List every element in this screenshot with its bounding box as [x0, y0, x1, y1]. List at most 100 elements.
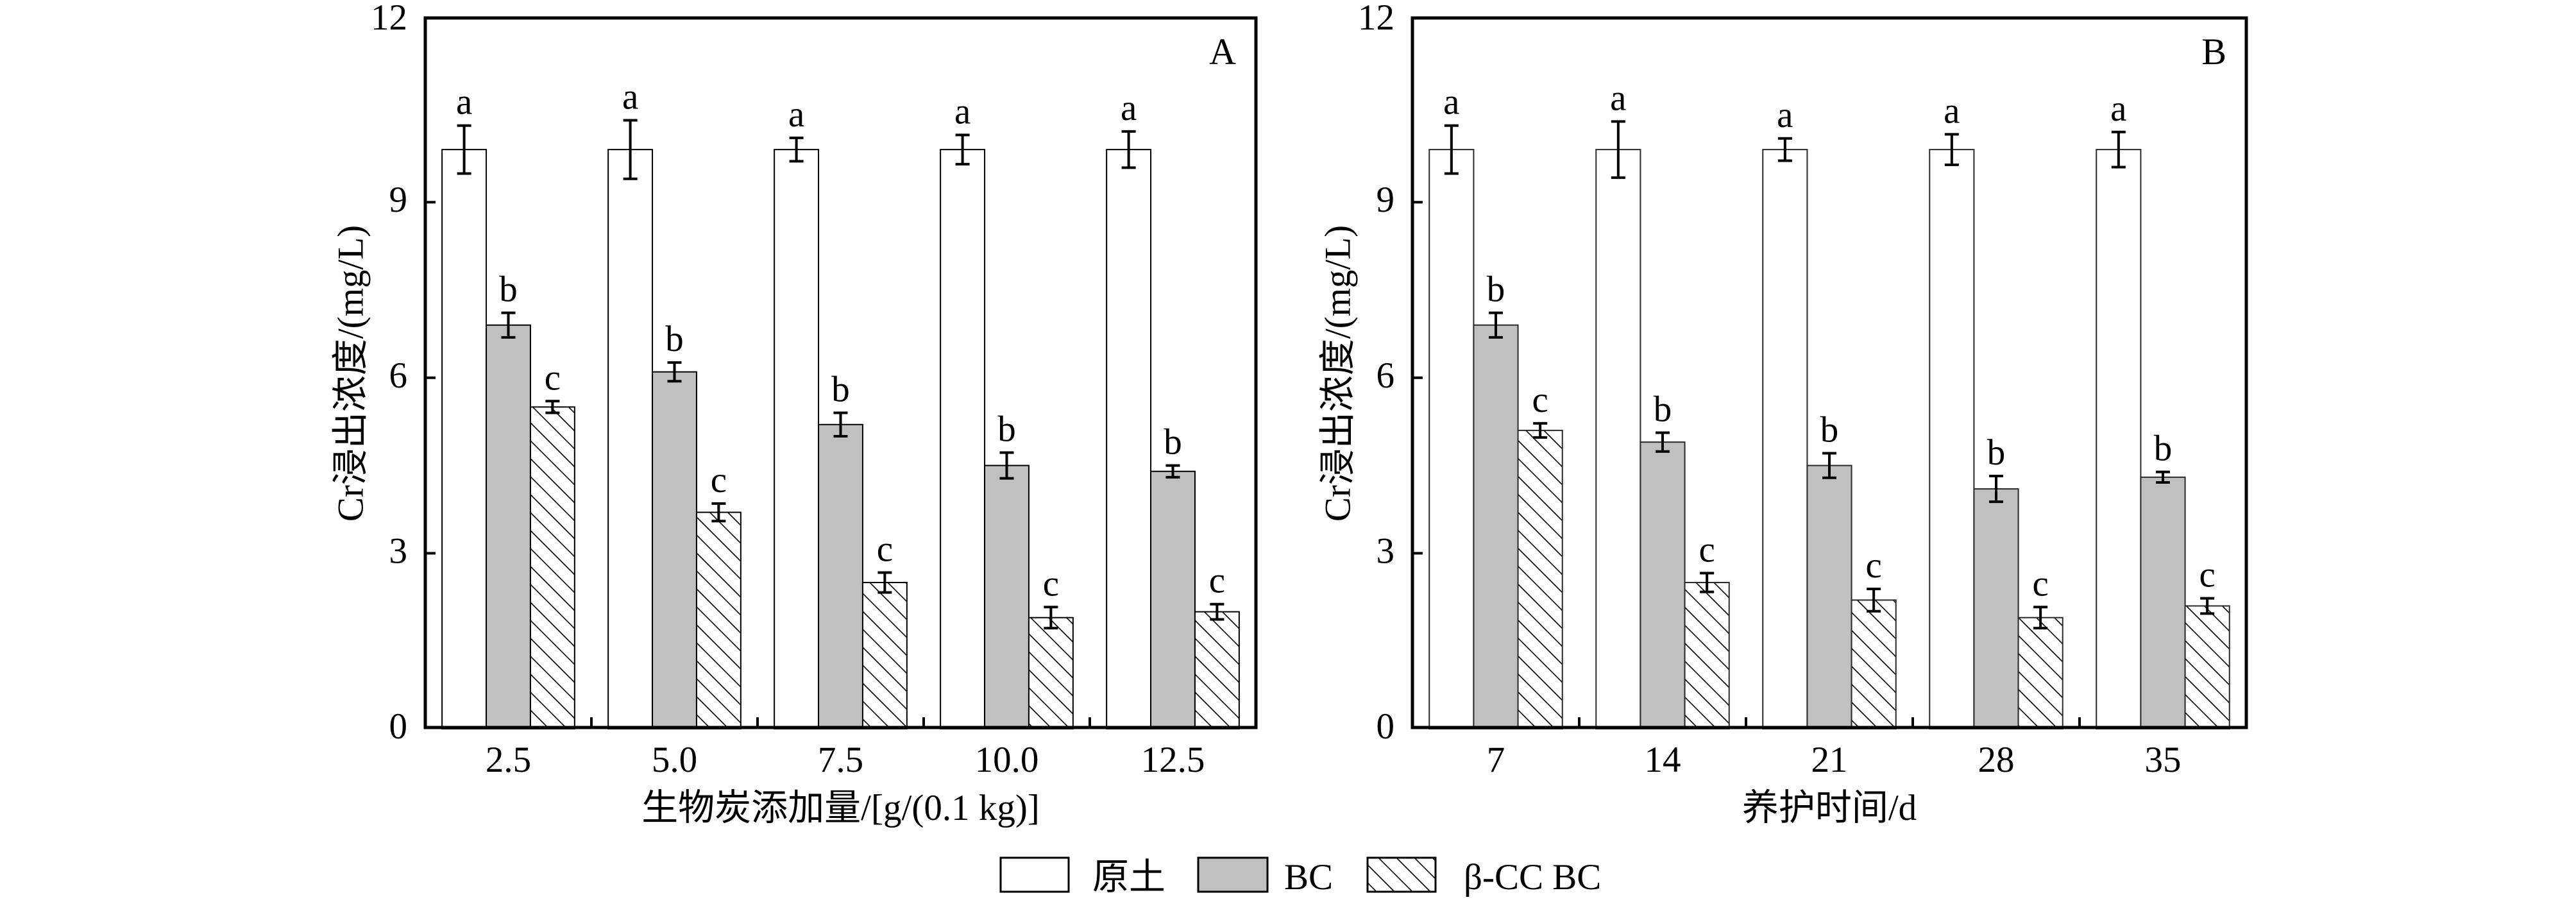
panel-a: a a a a a b b b b b c c c c c 0 3 6 9 12 2.5 5.0 7.5 10.0 12.5 生物… [331, 0, 1258, 828]
error-bar [999, 451, 1014, 480]
bar-bc-7 [1473, 324, 1519, 730]
error-bar [1489, 311, 1503, 339]
error-bar [1867, 588, 1881, 613]
bar-original-soil-5.0 [607, 149, 654, 729]
significance-letter: a [1777, 95, 1793, 135]
bar-bc-10.0 [984, 464, 1030, 729]
significance-letter: a [456, 82, 472, 123]
bar-beta-cc-bc-2.5 [529, 406, 575, 730]
significance-letter: c [1866, 545, 1882, 586]
significance-letter: b [499, 269, 518, 310]
x-axis-title: 养护时间/d [1742, 788, 1917, 828]
series-beta-cc-bc: c c c c c [529, 357, 1240, 730]
bar-beta-cc-bc-7 [1517, 429, 1563, 729]
bar-beta-cc-bc-21 [1851, 599, 1897, 729]
significance-letter: b [665, 319, 684, 359]
significance-letter: c [877, 529, 893, 569]
bar-beta-cc-bc-12.5 [1194, 611, 1240, 729]
plot-frame [423, 16, 1258, 729]
significance-letter: b [1820, 409, 1839, 450]
bar-bc-21 [1806, 464, 1852, 729]
error-bar [2200, 597, 2215, 615]
x-tick-label: 2.5 [486, 740, 531, 780]
significance-letter: a [954, 91, 970, 132]
error-bar [877, 571, 892, 594]
x-tick-label: 35 [2145, 740, 2182, 780]
x-tick-label: 7 [1487, 740, 1505, 780]
bar-beta-cc-bc-14 [1684, 582, 1730, 729]
bar-original-soil-35 [2096, 149, 2142, 729]
y-tick-label: 6 [389, 355, 408, 396]
bar-original-soil-28 [1929, 149, 1975, 729]
significance-letter: a [1121, 88, 1137, 128]
error-bar [1700, 572, 1715, 593]
error-bar [1533, 421, 1548, 439]
legend-label-beta-cc-bc: β-CC BC [1464, 857, 1601, 898]
significance-letter: b [1164, 422, 1182, 463]
significance-letter: c [1209, 561, 1225, 601]
error-bar [1165, 464, 1180, 479]
legend-item-original-soil: 原土 [999, 856, 1165, 898]
error-bar [1656, 431, 1670, 453]
bar-original-soil-10.0 [940, 149, 986, 729]
y-axis-title: Cr浸出浓度/(mg/L) [1318, 225, 1359, 522]
y-tick-label: 12 [371, 0, 407, 38]
bar-original-soil-7 [1428, 149, 1475, 729]
error-bar [1121, 130, 1136, 169]
panel-label: A [1209, 31, 1236, 72]
bar-beta-cc-bc-5.0 [695, 511, 741, 729]
legend-item-bc: BC [1197, 856, 1333, 898]
significance-letter: a [2110, 89, 2126, 129]
y-axis-title: Cr浸出浓度/(mg/L) [331, 225, 371, 522]
x-tick-label: 21 [1811, 740, 1848, 780]
significance-letter: c [711, 460, 727, 500]
significance-letter: a [1944, 90, 1960, 131]
bar-bc-2.5 [486, 324, 531, 730]
bar-original-soil-21 [1762, 149, 1808, 729]
bar-bc-5.0 [652, 371, 697, 729]
bar-original-soil-2.5 [441, 149, 487, 729]
error-bar [833, 411, 848, 438]
error-bar [955, 133, 970, 166]
bar-bc-7.5 [818, 423, 863, 729]
bar-bc-28 [1973, 488, 2019, 730]
series-bc: b b b b b [486, 269, 1196, 730]
y-tick-label: 0 [389, 706, 408, 747]
significance-letter: c [545, 357, 561, 398]
error-bar [501, 311, 516, 339]
significance-letter: b [831, 370, 850, 410]
y-tick-label: 9 [389, 180, 408, 220]
error-bar [1822, 452, 1836, 479]
legend-label-original-soil: 原土 [1092, 857, 1165, 898]
panel-label: B [2201, 31, 2226, 72]
error-bar [667, 361, 682, 383]
significance-letter: c [2033, 563, 2049, 604]
significance-letter: c [2199, 555, 2216, 595]
series-bc: b b b b b [1473, 269, 2186, 730]
y-tick-label: 12 [1358, 0, 1394, 38]
legend-swatch-bc [1197, 856, 1269, 893]
bar-bc-12.5 [1150, 470, 1196, 729]
bar-beta-cc-bc-10.0 [1028, 617, 1074, 729]
error-bar [1044, 606, 1058, 630]
bar-bc-35 [2140, 476, 2186, 730]
significance-letter: c [1699, 529, 1715, 570]
y-tick-label: 0 [1377, 706, 1395, 747]
legend: 原土 BC β-CC BC [999, 856, 1601, 898]
x-tick-label: 28 [1978, 740, 2015, 780]
error-bar [1944, 133, 1959, 166]
y-tick-label: 6 [1377, 355, 1395, 396]
significance-letter: a [788, 94, 804, 135]
error-bar [2156, 470, 2170, 484]
error-bar [1611, 120, 1625, 179]
significance-letter: c [1043, 563, 1059, 604]
x-axis-title: 生物炭添加量/[g/(0.1 kg)] [641, 788, 1040, 828]
bar-original-soil-14 [1595, 149, 1641, 729]
legend-item-beta-cc-bc: β-CC BC [1366, 856, 1601, 898]
x-tick-label: 14 [1645, 740, 1681, 780]
error-bar [457, 124, 471, 175]
bar-beta-cc-bc-7.5 [861, 582, 908, 729]
significance-letter: b [1487, 269, 1505, 310]
